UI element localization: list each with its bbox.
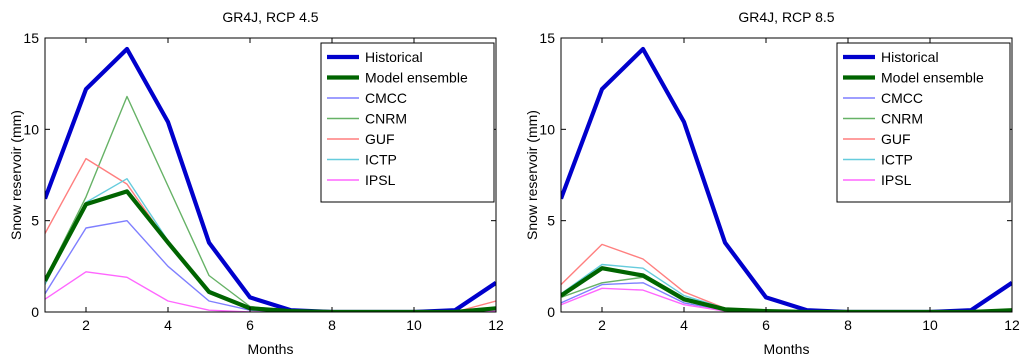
plot-frame [560,37,1013,313]
legend-label: ICTP [365,152,397,168]
legend-label: CNRM [881,111,923,127]
chart-rcp45: GR4J, RCP 4.5 Months Snow reservoir (mm) 2 4… [8,9,504,357]
legend: Historical Model ensemble CMCC CNRM GUF ICTP I… [320,42,495,203]
y-tick-label: 0 [31,304,39,320]
y-tick-label: 10 [539,121,555,137]
legend-label: CMCC [881,90,923,106]
x-tick-label: 2 [82,317,90,333]
x-tick-label: 8 [844,317,852,333]
y-tick-label: 0 [547,304,555,320]
legend-label: Model ensemble [881,70,984,86]
series-line-cnrm [561,276,1012,312]
x-tick-label: 12 [1004,317,1020,333]
y-axis-title: Snow reservoir (mm) [8,110,24,240]
plot-frame [44,37,497,313]
legend-label: Historical [881,49,939,65]
x-tick-label: 10 [922,317,938,333]
legend-label: IPSL [365,172,396,188]
x-tick-label: 4 [680,317,688,333]
series-line-cmcc [45,219,496,312]
legend-label: CMCC [365,90,407,106]
y-tick-label: 15 [23,30,39,46]
legend-label: GUF [881,131,911,147]
y-tick-label: 5 [547,213,555,229]
x-tick-label: 6 [762,317,770,333]
legend-label: GUF [365,131,395,147]
series-line-ipsl [45,271,496,312]
legend-label: IPSL [881,172,912,188]
chart-rcp85: GR4J, RCP 8.5 Months Snow reservoir (mm) 2 4… [524,9,1020,357]
legend: Historical Model ensemble CMCC CNRM GUF ICTP I… [836,42,1011,203]
y-tick-label: 5 [31,213,39,229]
chart-title: GR4J, RCP 8.5 [738,9,834,25]
legend-label: ICTP [881,152,913,168]
x-tick-label: 8 [328,317,336,333]
y-tick-label: 15 [539,30,555,46]
x-tick-label: 10 [406,317,422,333]
legend-box [320,42,495,203]
x-tick-label: 4 [164,317,172,333]
y-tick-label: 10 [23,121,39,137]
legend-label: Historical [365,49,423,65]
legend-box [836,42,1011,203]
chart-title: GR4J, RCP 4.5 [222,9,318,25]
x-tick-label: 12 [488,317,504,333]
x-axis-title: Months [764,341,810,357]
y-axis-title: Snow reservoir (mm) [524,110,540,240]
x-tick-label: 2 [598,317,606,333]
series-line-ipsl [561,287,1012,312]
legend-label: CNRM [365,111,407,127]
x-axis-title: Months [248,341,294,357]
x-tick-label: 6 [246,317,254,333]
legend-label: Model ensemble [365,70,468,86]
series-line-model-ensemble [45,189,496,312]
series-line-cmcc [561,282,1012,312]
